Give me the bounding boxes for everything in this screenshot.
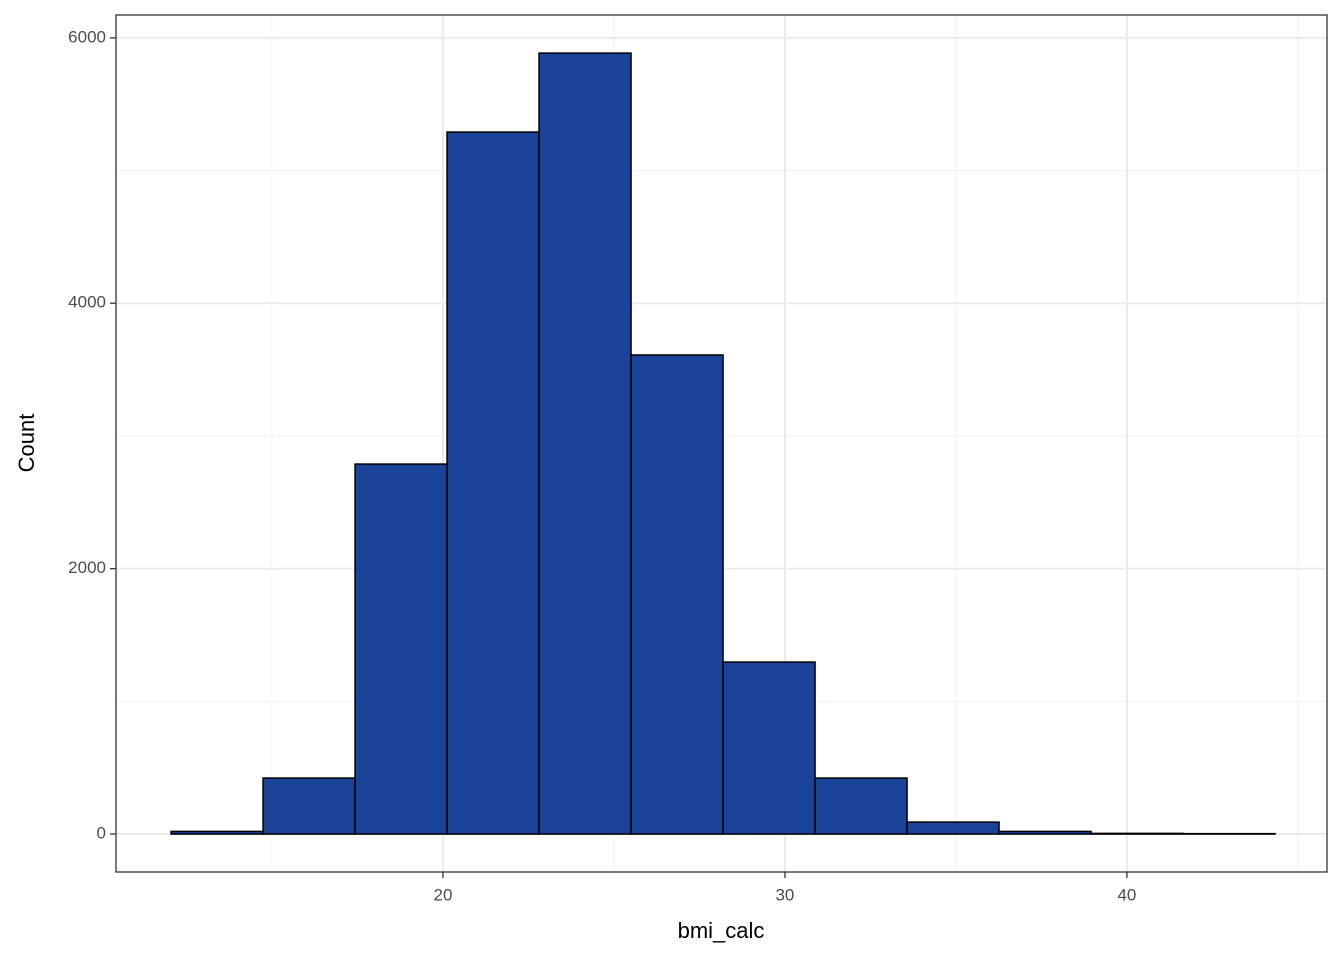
y-tick-label: 6000 [68, 27, 106, 46]
panel-border [115, 14, 1328, 873]
bar [446, 131, 540, 835]
bar [998, 830, 1092, 835]
y-tick-label: 2000 [68, 558, 106, 577]
bar [1090, 832, 1184, 835]
y-tick-label: 0 [97, 824, 106, 843]
bar [354, 463, 448, 835]
y-tick-label: 4000 [68, 293, 106, 312]
x-tick-label: 20 [433, 885, 452, 904]
bar [906, 821, 1000, 835]
bar [538, 52, 632, 835]
bar [814, 777, 908, 835]
x-tick-label: 40 [1117, 885, 1136, 904]
x-tick-label: 30 [775, 885, 794, 904]
y-axis-label: Count [14, 414, 39, 473]
x-axis-label: bmi_calc [678, 918, 765, 943]
bar [262, 777, 356, 835]
bar [630, 354, 724, 835]
bar [722, 661, 816, 835]
bar [170, 830, 264, 835]
